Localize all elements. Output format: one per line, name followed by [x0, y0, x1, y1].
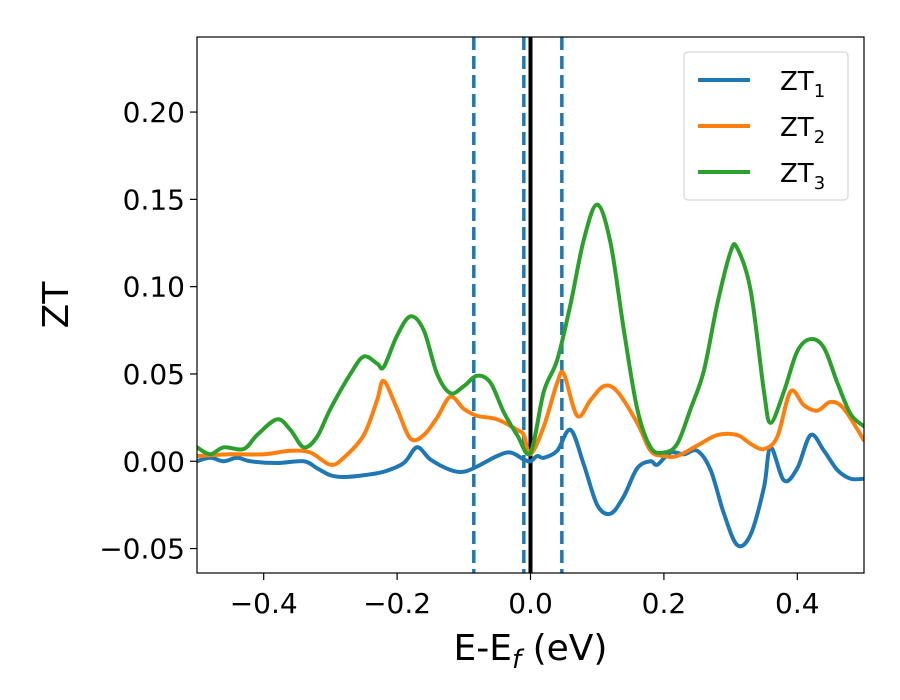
legend-label-zt1: ZT1	[780, 67, 825, 102]
y-tick-label: 0.10	[123, 271, 185, 304]
x-tick-label: 0.0	[508, 587, 553, 620]
legend-label-main: ZT	[780, 67, 814, 97]
x-tick-label: −0.2	[363, 587, 431, 620]
reference-lines	[472, 37, 564, 573]
legend-label-subscript: 3	[814, 173, 825, 194]
y-axis-title: ZT	[36, 281, 77, 329]
x-axis-title-main: E-E	[454, 628, 512, 669]
legend-label-subscript: 1	[814, 81, 825, 102]
series-line-zt2	[197, 369, 864, 467]
legend-box	[683, 51, 849, 201]
series-layer	[197, 202, 864, 549]
legend-label-main: ZT	[780, 159, 814, 189]
legend-label-main: ZT	[780, 113, 814, 143]
x-axis: −0.4 −0.2 0.0 0.2 0.4	[230, 573, 820, 620]
legend-label-subscript: 2	[814, 127, 825, 148]
y-tick-label: 0.00	[123, 445, 185, 478]
x-tick-label: 0.2	[642, 587, 687, 620]
y-tick-label: 0.20	[123, 96, 185, 129]
legend-label-zt3: ZT3	[780, 159, 825, 194]
x-tick-label: 0.4	[775, 587, 820, 620]
y-tick-label: 0.15	[123, 183, 185, 216]
legend-label-zt2: ZT2	[780, 113, 825, 148]
series-line-zt1	[197, 427, 864, 549]
x-axis-title: E-Ef (eV)	[454, 628, 608, 675]
y-tick-label: −0.05	[99, 533, 185, 566]
x-axis-title-unit: (eV)	[521, 628, 607, 669]
y-axis: −0.05 0.00 0.05 0.10 0.15 0.20	[99, 96, 197, 566]
series-line-zt3	[197, 202, 864, 457]
y-tick-label: 0.05	[123, 358, 185, 391]
x-tick-label: −0.4	[230, 587, 298, 620]
